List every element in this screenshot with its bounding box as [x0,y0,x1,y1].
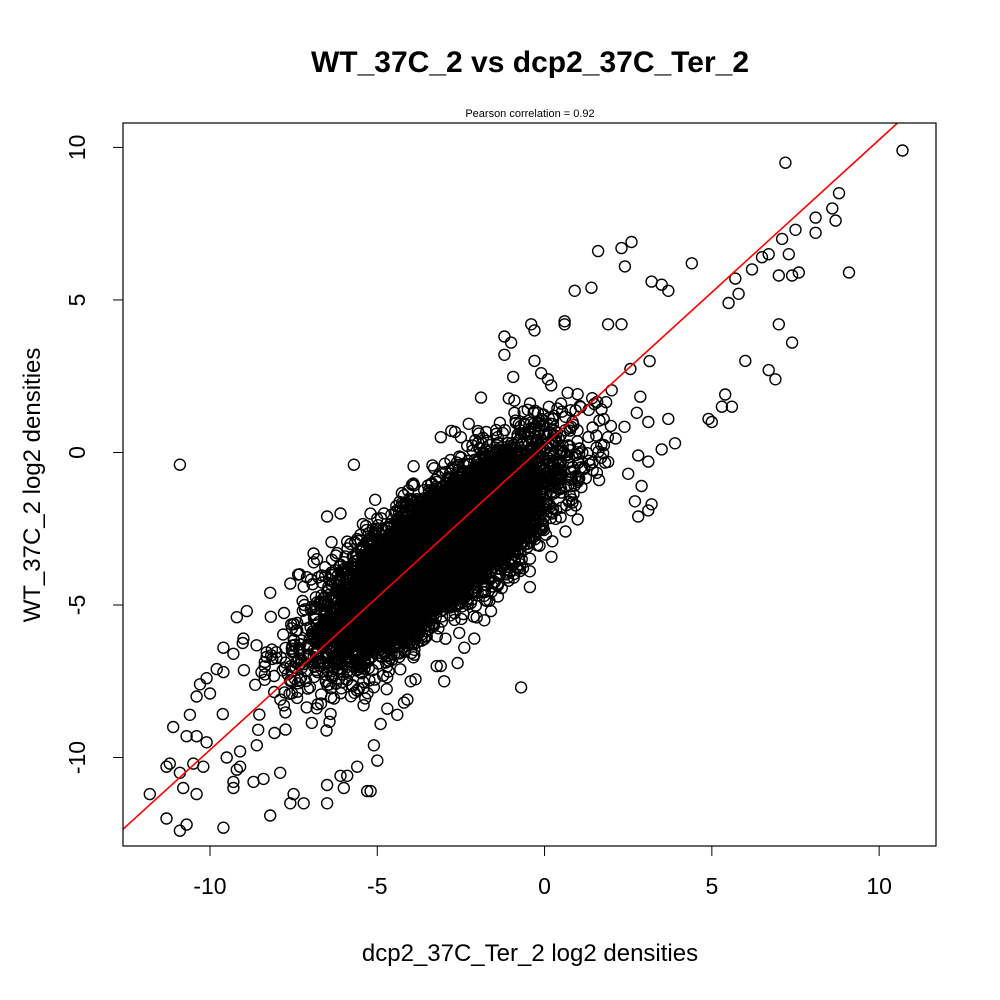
data-point [590,429,603,442]
data-point [624,362,637,376]
data-point [310,663,323,677]
data-point [250,639,263,652]
data-point [586,392,599,405]
data-point [260,650,273,664]
data-point [264,610,277,623]
data-point [407,479,421,492]
data-point [407,460,420,473]
data-point [595,438,608,451]
chart-title: WT_37C_2 vs dcp2_37C_Ter_2 [311,46,749,79]
data-point [480,434,493,447]
data-point [554,511,567,524]
data-point [277,606,291,620]
data-point [561,386,574,399]
data-point [544,511,558,525]
data-point [348,686,361,699]
data-point [601,431,615,444]
data-point [380,683,393,696]
data-point [479,594,492,607]
data-point [453,626,466,640]
data-point [253,708,266,721]
data-point [466,444,479,457]
data-point [268,726,281,740]
data-point [293,568,306,581]
data-point [377,669,390,682]
data-point [618,420,631,433]
data-point [352,682,366,695]
data-point [270,646,283,659]
data-point [266,652,279,666]
data-point [630,406,643,419]
chart-subtitle: Pearson correlation = 0.92 [465,108,594,120]
data-point [430,630,443,643]
data-point [278,686,291,699]
data-point [462,417,475,430]
data-point [571,388,584,401]
data-point [476,431,490,444]
data-point [592,473,606,487]
data-point [296,604,309,617]
data-point [248,678,262,691]
data-point [605,384,618,397]
data-point [324,707,337,721]
data-point [305,716,318,730]
data-point [368,673,382,686]
data-points [143,144,909,837]
data-point [571,513,584,526]
data-point [565,466,578,479]
data-point [291,685,304,698]
data-point [523,565,536,578]
